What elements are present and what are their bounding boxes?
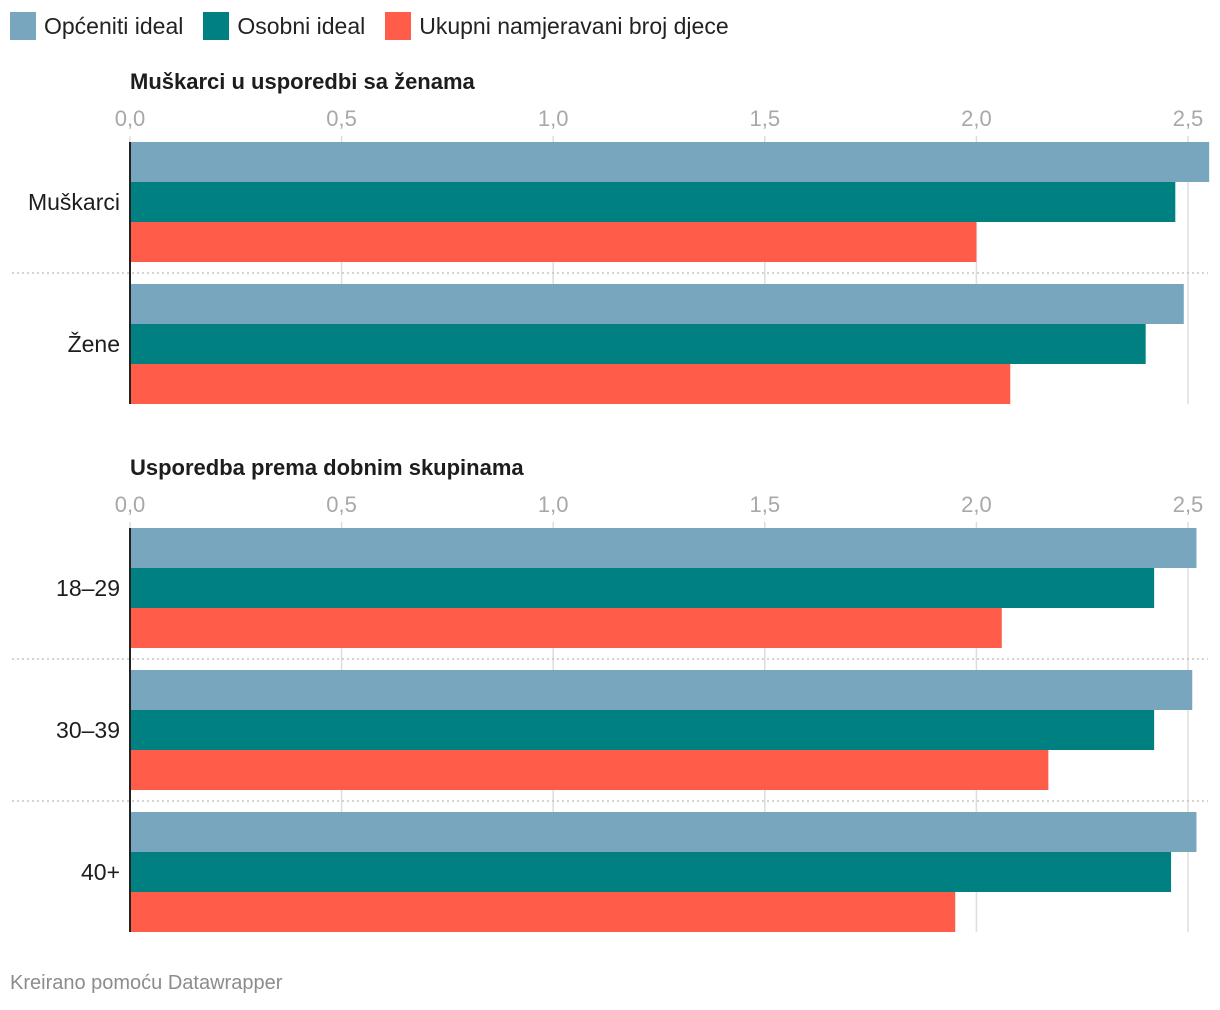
category-label: Žene [68,331,120,357]
bar [130,142,1210,182]
legend-swatch [10,12,36,40]
tick-label: 1,0 [538,492,569,517]
chart-legend: Općeniti ideal Osobni ideal Ukupni namje… [10,12,729,40]
bar [130,812,1197,852]
tick-label: 2,5 [1173,106,1204,131]
tick-label: 0,5 [326,492,357,517]
bar [130,750,1049,790]
tick-label: 1,0 [538,106,569,131]
tick-label: 1,5 [750,106,781,131]
category-label: 30–39 [56,717,120,743]
tick-label: 2,0 [961,106,992,131]
tick-label: 2,0 [961,492,992,517]
bar [130,528,1197,568]
legend-label: Općeniti ideal [44,12,184,39]
bar [130,222,977,262]
tick-label: 2,5 [1173,492,1204,517]
category-label: Muškarci [28,189,120,215]
bar [130,710,1155,750]
legend-swatch [385,12,412,40]
bar-chart: Muškarci u usporedbi sa ženama 0,0 0,5 1,0 1… [12,69,1210,932]
legend-item-intended-children: Ukupni namjeravani broj djece [385,12,729,40]
category-label: 18–29 [56,575,120,601]
panel-title: Usporedba prema dobnim skupinama [130,455,524,480]
bar [130,852,1172,892]
bar [130,364,1011,404]
bar [130,670,1193,710]
bar [130,568,1155,608]
legend-label: Osobni ideal [237,12,366,39]
legend-swatch [203,12,230,40]
tick-label: 0,0 [115,492,146,517]
bar [130,182,1176,222]
tick-label: 0,5 [326,106,357,131]
bar [130,608,1002,648]
panel-title: Muškarci u usporedbi sa ženama [130,69,476,94]
bar [130,892,956,932]
bar [130,284,1184,324]
legend-item-general-ideal: Općeniti ideal [10,12,183,40]
category-label: 40+ [81,859,120,885]
legend-label: Ukupni namjeravani broj djece [419,12,729,39]
legend-item-personal-ideal: Osobni ideal [203,12,365,40]
footer-credit: Kreirano pomoću Datawrapper [10,972,283,994]
tick-label: 0,0 [115,106,146,131]
tick-label: 1,5 [750,492,781,517]
bar [130,324,1146,364]
